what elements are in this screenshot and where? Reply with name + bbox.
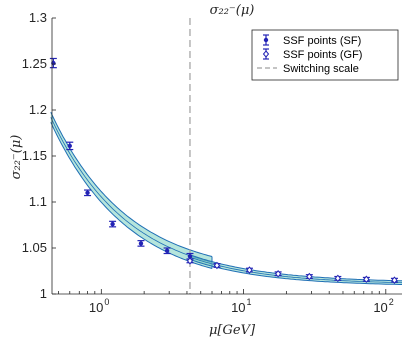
legend-entry-2: Switching scale [257, 63, 359, 75]
gf-point-1 [213, 261, 221, 270]
x-tick-base: 10 [373, 300, 387, 315]
marker [85, 190, 90, 195]
marker [186, 257, 194, 265]
data-points [49, 57, 398, 284]
gf-point-7 [390, 276, 398, 284]
sf-point-3 [109, 220, 117, 228]
x-tick-exponent: 0 [104, 297, 109, 307]
axes [51, 17, 402, 295]
tick-labels: 11.051.11.151.21.251.310 0 10 1 10 2 [22, 10, 394, 315]
gf-error-band [190, 254, 402, 285]
marker [246, 266, 253, 274]
gf-error-band-lower-edge [189, 258, 402, 285]
legend-label: Switching scale [283, 63, 359, 75]
y-tick-label-4: 1.2 [29, 102, 47, 117]
marker [363, 275, 370, 284]
sf-error-band-lower-edge [50, 122, 213, 269]
sf-point-0 [49, 57, 57, 69]
sf-point-2 [84, 189, 92, 197]
x-tick-label-0: 10 0 [89, 297, 109, 315]
gf-point-3 [274, 269, 282, 278]
marker [391, 276, 398, 284]
gf-point-2 [245, 266, 253, 274]
sf-point-5 [163, 247, 171, 255]
x-tick-exponent: 1 [247, 297, 252, 307]
y-tick-label-0: 1 [40, 286, 47, 301]
legend-box [251, 29, 399, 81]
marker [164, 248, 170, 253]
marker [306, 272, 313, 281]
x-tick-exponent: 2 [389, 297, 394, 307]
gf-point-6 [362, 275, 370, 284]
error-bands [50, 111, 403, 285]
x-tick-base: 10 [231, 300, 245, 315]
marker [213, 261, 221, 270]
chart-title: σ₂₂⁻(μ) [210, 3, 255, 18]
legend-swatch-marker [263, 37, 269, 43]
sf-point-1 [66, 141, 74, 151]
marker [187, 254, 193, 259]
sf-point-4 [137, 240, 145, 247]
y-tick-label-3: 1.15 [22, 148, 47, 163]
x-tick-base: 10 [89, 300, 103, 315]
gf-point-0 [186, 257, 194, 265]
marker [110, 221, 115, 227]
marker [274, 269, 282, 278]
legend-entry-0: SSF points (SF) [263, 34, 361, 47]
x-tick-label-2: 10 2 [373, 297, 393, 315]
gf-point-5 [334, 274, 342, 283]
sf-error-band-central-line [50, 117, 213, 263]
marker [138, 241, 144, 246]
y-tick-label-2: 1.1 [29, 194, 47, 209]
sf-error-band-upper-edge [50, 111, 213, 257]
gf-point-4 [305, 272, 313, 281]
legend: SSF points (SF) SSF points (GF) Switching … [251, 29, 399, 81]
sf-error-band [50, 112, 212, 269]
x-axis-label: μ[GeV] [209, 323, 256, 338]
x-tick-label-1: 10 1 [231, 297, 251, 315]
y-axis-label: σ₂₂⁻(μ) [9, 135, 24, 180]
legend-entry-1: SSF points (GF) [262, 48, 362, 61]
y-tick-label-5: 1.25 [22, 56, 47, 71]
legend-label: SSF points (GF) [283, 49, 362, 61]
y-tick-label-1: 1.05 [22, 240, 47, 255]
legend-label: SSF points (SF) [283, 35, 361, 47]
legend-swatch-marker [262, 50, 270, 58]
marker [67, 143, 72, 149]
marker [334, 274, 341, 283]
y-tick-label-6: 1.3 [29, 10, 47, 25]
